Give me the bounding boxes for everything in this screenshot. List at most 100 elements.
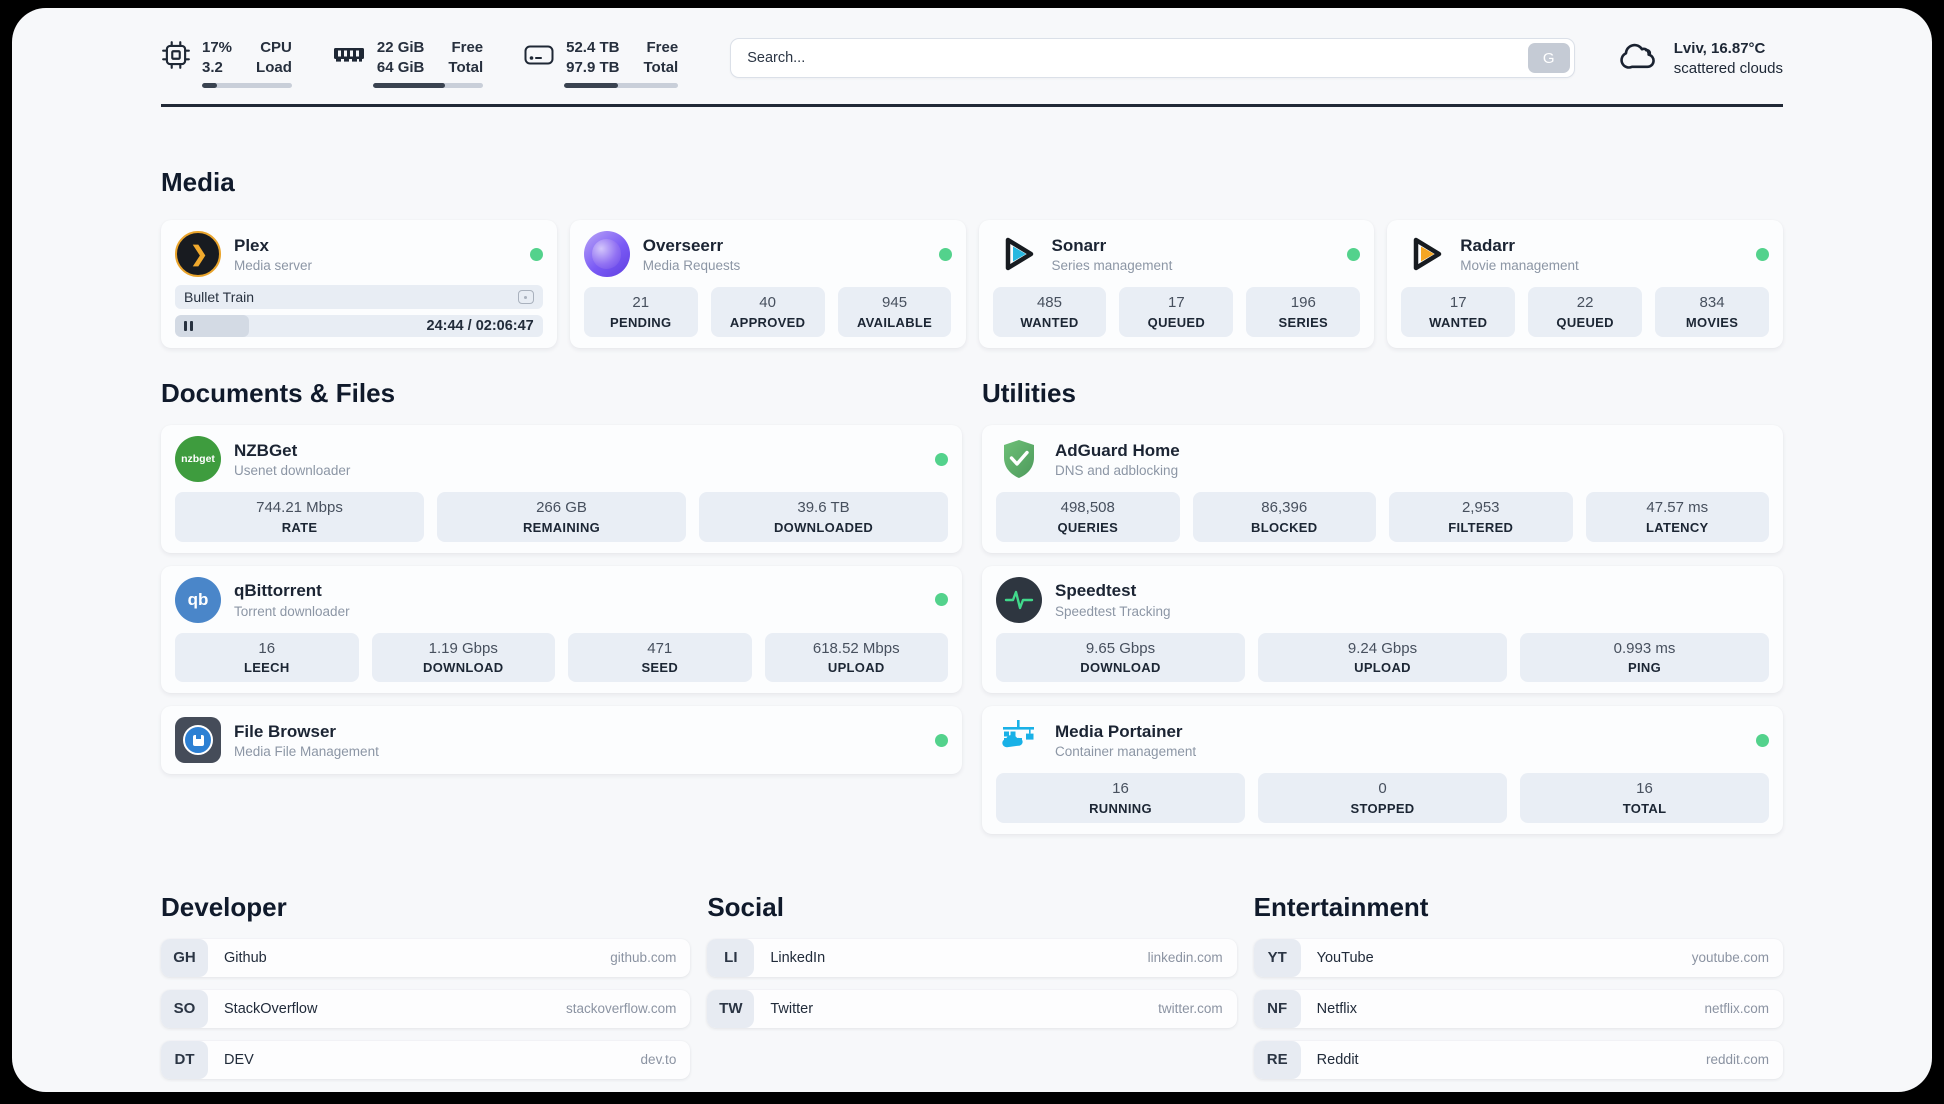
cloud-icon — [1619, 41, 1661, 78]
stat-tile: 485 WANTED — [992, 287, 1107, 337]
app-subtitle: Usenet downloader — [234, 463, 351, 479]
pause-icon[interactable] — [184, 321, 193, 331]
status-dot — [938, 247, 952, 261]
section-title-entertainment: Entertainment — [1253, 891, 1429, 922]
overseerr-icon — [583, 231, 630, 277]
plex-card[interactable]: ❯ Plex Media server Bullet Train 24:44 /… — [161, 220, 557, 348]
topbar-divider — [161, 104, 1783, 107]
status-dot — [1756, 733, 1769, 747]
stat-tile: 1.19 Gbps DOWNLOAD — [371, 632, 555, 682]
stat-tile: 21 PENDING — [583, 287, 698, 337]
stat-tile: 16 RUNNING — [996, 773, 1245, 823]
app-subtitle: DNS and adblocking — [1055, 463, 1179, 479]
weather-location-temp: Lviv, 16.87°C — [1673, 39, 1766, 57]
link-badge: RE — [1253, 1040, 1301, 1079]
app-subtitle: Container management — [1055, 744, 1197, 760]
link-stackoverflow[interactable]: SO StackOverflow stackoverflow.com — [161, 989, 691, 1028]
app-title: qBittorrent — [234, 581, 322, 601]
stat-tile: 9.24 Gbps UPLOAD — [1258, 632, 1507, 682]
app-subtitle: Movie management — [1460, 258, 1579, 274]
qbittorrent-icon: qb — [175, 576, 221, 623]
app-subtitle: Speedtest Tracking — [1055, 603, 1171, 619]
app-title: Overseerr — [642, 235, 724, 255]
adguard-shield-icon — [996, 436, 1042, 482]
app-subtitle: Media server — [234, 258, 313, 274]
cpu-labels: CPU Load — [256, 39, 292, 76]
link-github[interactable]: GH Github github.com — [161, 938, 691, 977]
app-subtitle: Media Requests — [642, 258, 741, 274]
stat-tile: 945 AVAILABLE — [837, 287, 952, 337]
app-title: Media Portainer — [1055, 721, 1183, 741]
storage-labels: Free Total — [643, 39, 679, 76]
stat-tile: 0.993 ms PING — [1520, 632, 1769, 682]
portainer-card[interactable]: Media Portainer Container management 16 R… — [982, 706, 1783, 834]
now-playing-title: Bullet Train — [184, 289, 255, 305]
link-badge: NF — [1253, 989, 1301, 1028]
portainer-crane-icon — [996, 717, 1042, 763]
stat-tile: 0 STOPPED — [1258, 773, 1507, 823]
qbittorrent-card[interactable]: qb qBittorrent Torrent downloader 16 LEEC… — [161, 565, 962, 693]
section-title-utilities: Utilities — [982, 378, 1076, 408]
sonarr-card[interactable]: Sonarr Series management 485 WANTED 17 QUE… — [978, 220, 1375, 348]
plex-icon: ❯ — [175, 231, 221, 277]
weather-condition: scattered clouds — [1673, 60, 1783, 77]
memory-stat: 22 GiB 64 GiB Free Total — [332, 38, 484, 88]
app-subtitle: Series management — [1051, 258, 1173, 274]
stat-tile: 2,953 FILTERED — [1389, 492, 1573, 542]
dashboard: 17% 3.2 CPU Load — [12, 8, 1932, 1092]
link-linkedin[interactable]: LI LinkedIn linkedin.com — [707, 938, 1237, 977]
stat-tile: 17 QUEUED — [1119, 287, 1234, 337]
stat-tile: 16 TOTAL — [1520, 773, 1769, 823]
stat-tile: 40 APPROVED — [710, 287, 825, 337]
stat-tile: 196 SERIES — [1246, 287, 1361, 337]
system-stats: 17% 3.2 CPU Load — [161, 38, 679, 88]
cast-icon[interactable] — [517, 290, 534, 304]
status-dot — [935, 733, 948, 747]
speedtest-card[interactable]: Speedtest Speedtest Tracking 9.65 Gbps DO… — [982, 565, 1783, 693]
stat-tile: 266 GB REMAINING — [437, 492, 686, 542]
nzbget-card[interactable]: nzbget NZBGet Usenet downloader 744.21 M… — [161, 425, 962, 553]
cpu-stat: 17% 3.2 CPU Load — [161, 38, 292, 88]
memory-progress-bar — [372, 83, 484, 88]
stat-tile: 9.65 Gbps DOWNLOAD — [996, 632, 1245, 682]
link-badge: LI — [707, 938, 755, 977]
filebrowser-card[interactable]: File Browser Media File Management — [161, 706, 962, 774]
search-provider-button[interactable]: G — [1527, 43, 1570, 73]
storage-progress-bar — [564, 83, 679, 88]
link-badge: GH — [161, 938, 208, 977]
stat-tile: 471 SEED — [568, 632, 752, 682]
overseerr-card[interactable]: Overseerr Media Requests 21 PENDING 40 APP… — [569, 220, 966, 348]
stat-tile: 22 QUEUED — [1528, 287, 1643, 337]
search-input[interactable] — [745, 49, 1528, 67]
top-bar: 17% 3.2 CPU Load — [161, 38, 1783, 88]
link-dev[interactable]: DT DEV dev.to — [161, 1040, 691, 1079]
link-badge: TW — [707, 989, 755, 1028]
status-dot — [935, 452, 948, 466]
app-title: File Browser — [234, 721, 337, 741]
stat-tile: 47.57 ms LATENCY — [1585, 492, 1769, 542]
radarr-card[interactable]: Radarr Movie management 17 WANTED 22 QUEUE… — [1387, 220, 1783, 348]
section-title-developer: Developer — [161, 891, 287, 922]
stat-tile: 618.52 Mbps UPLOAD — [764, 632, 948, 682]
link-youtube[interactable]: YT YouTube youtube.com — [1253, 938, 1783, 977]
link-reddit[interactable]: RE Reddit reddit.com — [1253, 1040, 1783, 1079]
playback-progress: 24:44 / 02:06:47 — [175, 315, 543, 337]
stat-tile: 39.6 TB DOWNLOADED — [699, 492, 948, 542]
cpu-icon — [161, 40, 191, 75]
radarr-icon — [1401, 231, 1447, 277]
app-title: AdGuard Home — [1055, 440, 1180, 460]
link-twitter[interactable]: TW Twitter twitter.com — [707, 989, 1237, 1028]
stat-tile: 498,508 QUERIES — [996, 492, 1180, 542]
link-netflix[interactable]: NF Netflix netflix.com — [1253, 989, 1783, 1028]
disk-icon — [523, 42, 555, 73]
section-title-documents: Documents & Files — [161, 378, 396, 408]
app-title: NZBGet — [234, 440, 298, 460]
app-title: Radarr — [1460, 235, 1516, 255]
memory-values: 22 GiB 64 GiB — [376, 39, 425, 76]
playback-time: 24:44 / 02:06:47 — [426, 318, 534, 334]
cpu-progress-bar — [202, 83, 292, 88]
search-bar[interactable]: G — [730, 38, 1575, 78]
adguard-card[interactable]: AdGuard Home DNS and adblocking 498,508 Q… — [982, 425, 1783, 553]
storage-stat: 52.4 TB 97.9 TB Free Total — [523, 38, 679, 88]
filebrowser-icon — [175, 717, 221, 763]
